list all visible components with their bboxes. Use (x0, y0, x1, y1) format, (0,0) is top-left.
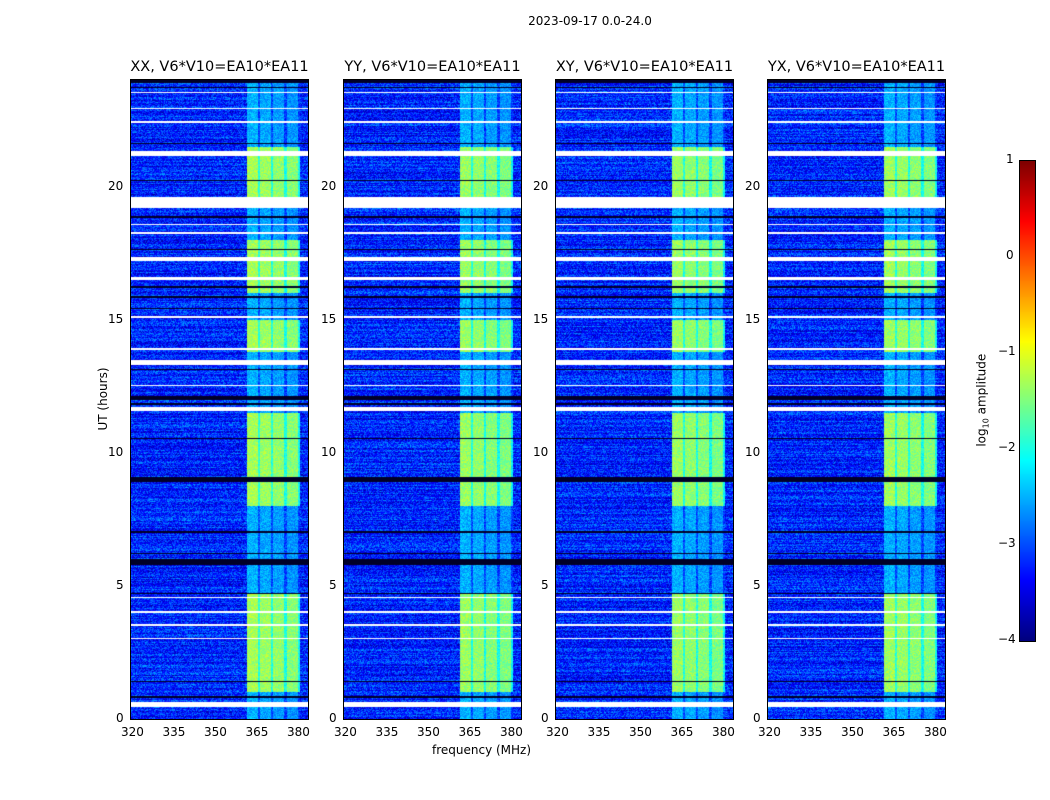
x-tick-label: 350 (203, 725, 227, 739)
y-tick-label: 0 (116, 711, 124, 725)
y-tick-label: 5 (753, 577, 761, 592)
x-tick-label: 380 (499, 725, 523, 739)
y-tick-label: 0 (329, 711, 337, 725)
x-axis-label: frequency (MHz) (432, 743, 532, 757)
panel-title: YY, V6*V10=EA10*EA11 (344, 59, 521, 75)
y-tick-label: 5 (541, 577, 549, 592)
colorbar-label: log10 amplitude (974, 353, 991, 447)
x-tick-label: 335 (799, 725, 823, 739)
y-tick-label: 15 (321, 311, 337, 326)
colorbar-tick-label: −1 (998, 344, 1016, 358)
y-tick-label: 10 (321, 444, 337, 459)
spectrogram-panel-3 (767, 79, 946, 720)
panel-title: YX, V6*V10=EA10*EA11 (767, 59, 946, 75)
panel-title: XX, V6*V10=EA10*EA11 (130, 59, 309, 75)
x-tick-label: 335 (587, 725, 611, 739)
y-tick-label: 15 (745, 311, 761, 326)
y-tick-label: 0 (753, 711, 761, 725)
panel-title: XY, V6*V10=EA10*EA11 (555, 59, 734, 75)
colorbar-tick-label: 1 (1006, 152, 1014, 166)
y-tick-label: 15 (108, 311, 124, 326)
colorbar-tick-label: −2 (998, 440, 1016, 454)
colorbar (1019, 160, 1036, 642)
spectrogram-panel-1 (343, 79, 522, 720)
x-tick-label: 350 (628, 725, 652, 739)
colorbar-tick-label: −3 (998, 536, 1016, 550)
colorbar-tick-label: −4 (998, 632, 1016, 646)
spectrogram-panel-2 (555, 79, 734, 720)
y-tick-label: 20 (321, 178, 337, 193)
x-tick-label: 365 (882, 725, 906, 739)
y-tick-label: 5 (116, 577, 124, 592)
x-tick-label: 320 (546, 725, 569, 739)
y-tick-label: 15 (533, 311, 549, 326)
x-tick-label: 380 (711, 725, 735, 739)
x-tick-label: 350 (416, 725, 440, 739)
y-axis-label: UT (hours) (96, 367, 110, 431)
x-tick-label: 320 (121, 725, 144, 739)
colorbar-tick-label: 0 (1006, 248, 1014, 262)
figure-title: 2023-09-17 0.0-24.0 (528, 14, 652, 28)
spectrogram-panel-0 (130, 79, 309, 720)
x-tick-label: 365 (670, 725, 694, 739)
x-tick-label: 365 (245, 725, 269, 739)
y-tick-label: 10 (108, 444, 124, 459)
y-tick-label: 20 (533, 178, 549, 193)
y-tick-label: 5 (329, 577, 337, 592)
x-tick-label: 335 (162, 725, 186, 739)
x-tick-label: 335 (375, 725, 399, 739)
x-tick-label: 365 (458, 725, 482, 739)
y-tick-label: 10 (745, 444, 761, 459)
x-tick-label: 320 (758, 725, 781, 739)
x-tick-label: 380 (923, 725, 947, 739)
y-tick-label: 0 (541, 711, 549, 725)
x-tick-label: 320 (334, 725, 357, 739)
x-tick-label: 350 (840, 725, 864, 739)
x-tick-label: 380 (286, 725, 310, 739)
y-tick-label: 20 (745, 178, 761, 193)
y-tick-label: 10 (533, 444, 549, 459)
y-tick-label: 20 (108, 178, 124, 193)
